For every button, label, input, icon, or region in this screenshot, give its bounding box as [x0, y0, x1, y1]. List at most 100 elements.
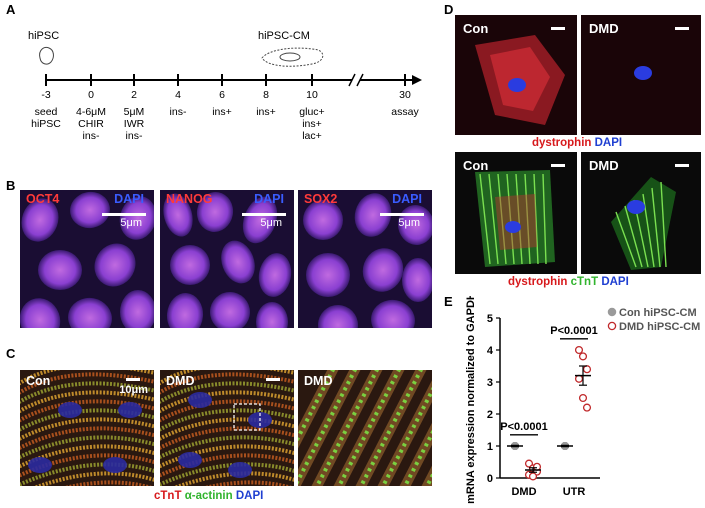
hipsc-cell-icon: [39, 47, 54, 65]
data-point: [574, 345, 584, 355]
scale-bar: [675, 164, 689, 167]
timeline-day: 2: [131, 89, 137, 101]
panel-d-bottom-caption: dystrophin cTnT DAPI: [508, 276, 629, 288]
dapi-label: DAPI: [114, 192, 144, 206]
group-label: DMD: [589, 21, 619, 36]
panel-label-b: B: [6, 178, 16, 193]
panel-label-a: A: [6, 2, 16, 17]
panel-label-c: C: [6, 346, 16, 361]
timeline-day: 6: [219, 89, 225, 101]
y-axis-label: mRNA expression normalized to GAPDH: [465, 296, 477, 504]
y-tick-label: 3: [487, 377, 493, 389]
hipsc-label: hiPSC: [28, 30, 60, 42]
cardiomyocyte-micrograph: DMD: [298, 370, 432, 486]
timeline-day: 0: [88, 89, 94, 101]
data-point: [528, 472, 538, 481]
timeline-panel: hiPSC hiPSC-CM -3 seed hiPSC 0 4-6μM CHIR ins-…: [0, 0, 440, 170]
data-point: [574, 374, 584, 383]
timeline-day: 10: [306, 89, 318, 101]
scale-bar-label: 5μm: [260, 217, 282, 229]
timeline-step-text: assay: [391, 106, 419, 118]
data-point: [578, 352, 588, 361]
timeline-day: 4: [175, 89, 181, 101]
y-tick-label: 0: [487, 473, 493, 485]
group-label: DMD: [589, 158, 619, 173]
timeline-step-text: ins-: [169, 106, 187, 118]
scale-bar: [380, 213, 424, 216]
pluripotency-micrograph: OCT4 DAPI 5μm: [20, 190, 154, 328]
x-tick-label: DMD: [511, 486, 536, 498]
timeline-svg: [39, 47, 422, 87]
data-point: [582, 365, 592, 374]
scale-bar: [675, 27, 689, 30]
timeline-tick-label: 4 ins-: [153, 89, 203, 118]
legend-marker: [607, 321, 617, 331]
y-tick-label: 4: [487, 345, 494, 357]
data-point: [578, 393, 588, 403]
legend-entry: DMD hiPSC-CM: [619, 321, 700, 333]
timeline-tick-label: 30 assay: [380, 89, 430, 118]
panel-label-d: D: [444, 2, 454, 17]
group-label: Con: [463, 158, 489, 173]
panel-label-e: E: [444, 294, 453, 309]
timeline-step-text: lac+: [302, 130, 322, 142]
panel-c-caption: cTnT α-actinin DAPI: [154, 490, 264, 502]
group-label: Con: [26, 374, 51, 388]
panel-d-top-caption: dystrophin DAPI: [532, 137, 623, 149]
timeline-arrowhead: [412, 75, 422, 85]
dystrophin-micrograph: DMD: [581, 152, 701, 274]
expression-chart: 0 1 2 3 4 5 mRNA expression normalized to GAPD…: [465, 296, 700, 504]
scale-bar: [266, 378, 280, 381]
timeline-step-text: ins+: [256, 106, 276, 118]
scale-bar-label: 5μm: [120, 217, 142, 229]
cardiomyocyte-micrograph: DMD: [160, 370, 294, 486]
timeline-step-text: seed: [34, 106, 58, 118]
timeline-step-text: gluc+: [299, 106, 325, 118]
scale-bar: [551, 27, 565, 30]
y-tick-label: 1: [487, 441, 493, 453]
x-tick-label: UTR: [563, 486, 586, 498]
scale-bar-label: 10μm: [119, 384, 148, 396]
timeline-day: -3: [41, 89, 51, 101]
p-value-label: P<0.0001: [500, 421, 547, 433]
scale-bar: [242, 213, 286, 216]
dapi-label: DAPI: [392, 192, 422, 206]
chart-panel: 0 1 2 3 4 5 mRNA expression normalized to GAPD…: [444, 296, 704, 508]
timeline-tick-label: 8 ins+: [241, 89, 291, 118]
scale-bar: [126, 378, 140, 381]
marker-label: SOX2: [304, 192, 338, 206]
timeline-step-text: ins-: [125, 130, 143, 142]
timeline-day: 8: [263, 89, 269, 101]
timeline-step-text: hiPSC: [31, 118, 61, 130]
timeline-tick-label: 10 gluc+ ins+ lac+: [287, 89, 337, 142]
pluripotency-micrograph: SOX2 DAPI 5μm: [298, 190, 432, 328]
hipsc-cm-label: hiPSC-CM: [258, 30, 310, 42]
timeline-tick-label: -3 seed hiPSC: [21, 89, 71, 130]
dapi-label: DAPI: [254, 192, 284, 206]
legend-entry: Con hiPSC-CM: [619, 307, 697, 319]
group-label: DMD: [304, 374, 333, 388]
timeline-step-text: 4-6μM: [76, 106, 106, 118]
timeline-step-text: 5μM: [123, 106, 145, 118]
dystrophin-micrograph: DMD: [581, 15, 701, 135]
timeline-step-text: IWR: [123, 118, 145, 130]
scale-bar: [102, 213, 146, 216]
dystrophin-micrograph: Con: [455, 152, 577, 274]
group-label: DMD: [166, 374, 195, 388]
y-tick-label: 2: [487, 409, 493, 421]
group-label: Con: [463, 21, 489, 36]
pluripotency-micrograph: NANOG DAPI 5μm: [160, 190, 294, 328]
timeline-tick-label: 6 ins+: [197, 89, 247, 118]
timeline-tick-label: 2 5μM IWR ins-: [109, 89, 159, 142]
timeline-step-text: ins+: [212, 106, 232, 118]
p-value-label: P<0.0001: [550, 325, 597, 337]
timeline-step-text: ins+: [302, 118, 322, 130]
scale-bar-label: 5μm: [398, 217, 420, 229]
y-tick-label: 5: [487, 313, 493, 325]
marker-label: OCT4: [26, 192, 60, 206]
dystrophin-micrograph: Con: [455, 15, 577, 135]
timeline-step-text: ins-: [82, 130, 100, 142]
timeline-step-text: CHIR: [78, 118, 104, 130]
legend-marker: [607, 307, 617, 317]
data-point: [532, 462, 542, 471]
